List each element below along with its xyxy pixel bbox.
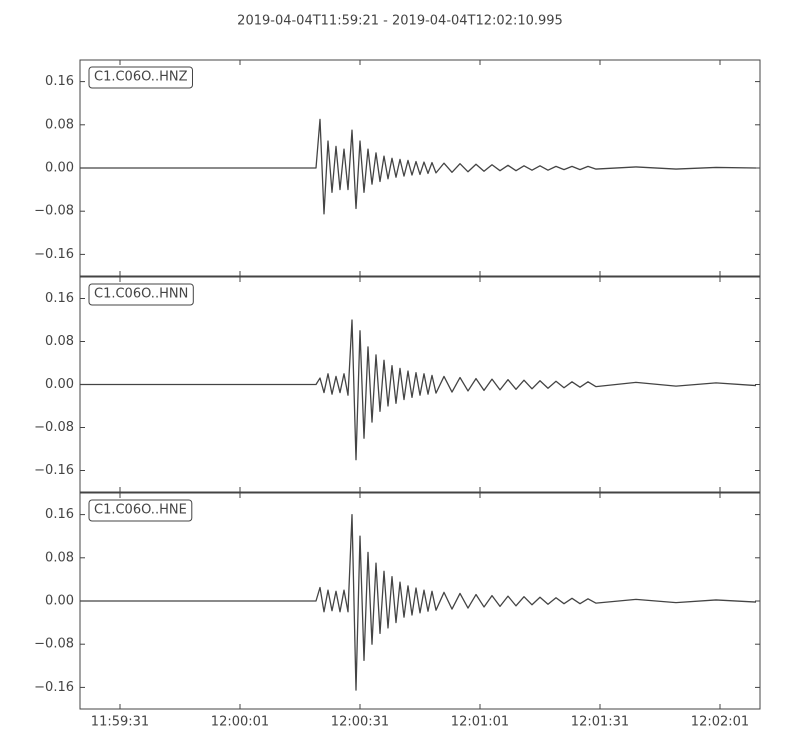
y-tick-label: −0.16 bbox=[34, 247, 74, 262]
chart-title: 2019-04-04T11:59:21 - 2019-04-04T12:02:1… bbox=[237, 14, 563, 29]
trace-label-text: C1.C06O..HNN bbox=[94, 287, 188, 302]
waveform bbox=[80, 118, 757, 215]
trace-label-text: C1.C06O..HNE bbox=[94, 503, 187, 518]
y-tick-label: 0.08 bbox=[45, 117, 74, 132]
y-tick-label: −0.16 bbox=[34, 463, 74, 478]
y-tick-label: 0.16 bbox=[45, 291, 74, 306]
y-tick-label: 0.16 bbox=[45, 74, 74, 89]
y-tick-label: −0.08 bbox=[34, 637, 74, 652]
y-tick-label: −0.08 bbox=[34, 204, 74, 219]
x-tick-label: 12:00:31 bbox=[331, 715, 389, 730]
trace-label-text: C1.C06O..HNZ bbox=[94, 70, 188, 85]
y-tick-label: 0.16 bbox=[45, 507, 74, 522]
trace-label: C1.C06O..HNN bbox=[88, 283, 194, 306]
y-tick-label: 0.00 bbox=[45, 377, 74, 392]
trace-label-box bbox=[88, 66, 193, 89]
trace-label: C1.C06O..HNZ bbox=[88, 66, 193, 89]
waveform bbox=[80, 513, 757, 691]
y-tick-label: 0.00 bbox=[45, 161, 74, 176]
trace-label-box bbox=[88, 499, 193, 522]
x-tick-label: 12:01:01 bbox=[451, 715, 509, 730]
y-tick-label: −0.08 bbox=[34, 420, 74, 435]
x-tick-label: 12:01:31 bbox=[571, 715, 629, 730]
y-tick-label: 0.08 bbox=[45, 334, 74, 349]
waveform bbox=[80, 319, 757, 461]
x-tick-label: 12:02:01 bbox=[691, 715, 749, 730]
y-tick-label: 0.00 bbox=[45, 594, 74, 609]
y-tick-label: 0.08 bbox=[45, 550, 74, 565]
y-tick-label: −0.16 bbox=[34, 680, 74, 695]
trace-label-box bbox=[88, 283, 194, 306]
x-tick-label: 12:00:01 bbox=[211, 715, 269, 730]
trace-label: C1.C06O..HNE bbox=[88, 499, 193, 522]
x-tick-label: 11:59:31 bbox=[91, 715, 149, 730]
